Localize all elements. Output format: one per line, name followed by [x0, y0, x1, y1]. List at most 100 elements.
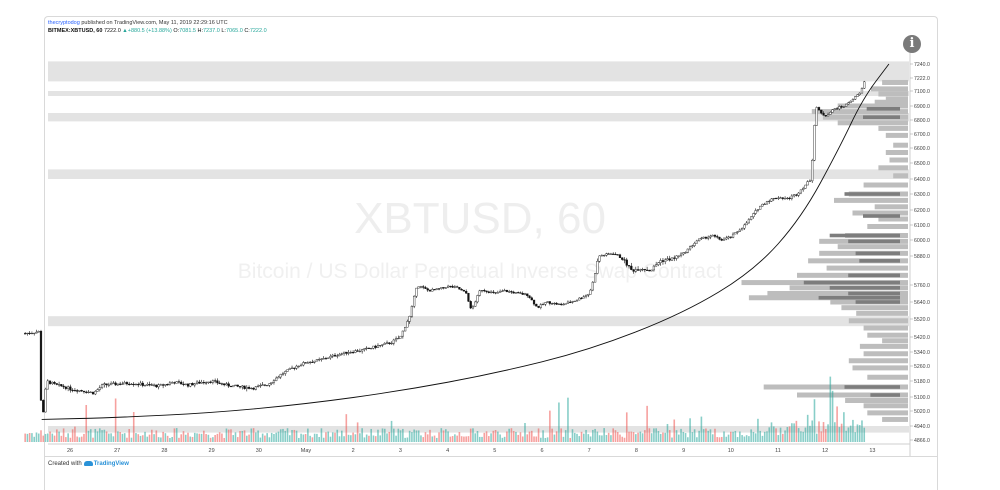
volume-bar: [26, 433, 29, 442]
candle-body: [858, 92, 861, 96]
volume-profile-bar-dark: [863, 214, 900, 218]
volume-bar: [827, 424, 829, 442]
candle-body: [483, 290, 486, 292]
candle-body: [245, 387, 248, 389]
candle-body: [700, 237, 703, 240]
candle-body: [397, 338, 400, 340]
volume-bar: [268, 437, 271, 442]
volume-bar: [135, 433, 137, 442]
volume-bar: [664, 432, 667, 442]
candle-body: [223, 383, 226, 386]
volume-bar: [336, 429, 339, 442]
publish-text: published on TradingView.com, May 11, 20…: [81, 20, 228, 26]
author-link[interactable]: thecryptodog: [48, 20, 80, 26]
volume-bar: [218, 432, 221, 442]
x-tick-label: 4: [446, 448, 449, 454]
volume-bar: [205, 434, 207, 442]
candle-body: [747, 219, 750, 224]
candle-body: [537, 306, 540, 308]
volume-bar: [454, 434, 456, 442]
tradingview-link[interactable]: TradingView: [93, 461, 129, 468]
volume-profile-bar: [811, 109, 908, 115]
volume-bar: [788, 426, 791, 442]
volume-bar: [250, 428, 253, 442]
volume-bar: [777, 435, 780, 442]
open-label: O:: [173, 28, 180, 34]
volume-bar: [33, 436, 36, 442]
candle-body: [26, 332, 29, 334]
volume-bar: [662, 432, 664, 442]
candle-body: [96, 389, 99, 392]
volume-profile-bar-dark: [829, 233, 900, 238]
volume-bar: [571, 429, 574, 442]
volume-bar: [74, 426, 76, 442]
candle-body: [492, 291, 495, 293]
candle-body: [250, 387, 253, 390]
volume-bar: [193, 432, 196, 442]
candle-body: [618, 254, 622, 258]
volume-profile-bar: [837, 120, 908, 126]
candle-body: [446, 285, 450, 288]
volume-bar: [236, 437, 239, 442]
candle-body: [173, 382, 176, 384]
candle-body: [175, 381, 178, 384]
volume-bar: [51, 433, 54, 442]
volume-bar: [80, 436, 83, 442]
candle-body: [856, 94, 859, 97]
candle-body: [67, 386, 70, 389]
volume-bar: [693, 429, 696, 442]
candle-body: [143, 385, 147, 387]
volume-bar: [279, 429, 282, 442]
volume-bar: [555, 431, 558, 442]
candle-body: [591, 281, 594, 291]
candle-body: [177, 381, 181, 383]
volume-bar: [56, 429, 58, 442]
info-icon[interactable]: i: [903, 35, 921, 53]
candle-body: [569, 301, 572, 303]
candle-body: [528, 295, 531, 298]
candle-body: [489, 291, 493, 293]
candle-body: [494, 292, 497, 294]
candle-body: [797, 192, 800, 196]
horizontal-bands: [48, 61, 909, 433]
x-tick-label: 13: [869, 448, 875, 454]
volume-bar: [820, 431, 823, 442]
candle-body: [347, 352, 350, 354]
candle-body: [157, 384, 160, 388]
candle-body: [673, 257, 676, 259]
price-band: [48, 61, 909, 82]
volume-bar: [49, 431, 51, 442]
volume-bar: [311, 437, 314, 442]
volume-bar: [24, 433, 26, 442]
candle-body: [415, 287, 418, 297]
volume-profile-bar: [889, 157, 908, 163]
volume-profile-bar: [856, 310, 908, 316]
volume-profile-bar: [878, 91, 908, 97]
volume-bar: [259, 437, 262, 442]
volume-bar: [316, 433, 318, 442]
candle-body: [331, 354, 334, 357]
volume-bar: [415, 430, 418, 442]
candle-body: [575, 299, 579, 302]
y-tick-label: 6000.0: [914, 238, 930, 244]
candle-body: [340, 353, 343, 355]
candle-body: [232, 385, 235, 388]
candle-body: [621, 257, 624, 260]
volume-profile-bar: [867, 224, 908, 229]
volume-bar: [101, 430, 103, 442]
volume-bar: [171, 437, 173, 442]
candle-body: [716, 236, 719, 238]
x-tick-label: 27: [114, 448, 120, 454]
candle-body: [555, 302, 558, 305]
volume-bar: [861, 420, 863, 442]
volume-bar: [395, 435, 397, 442]
volume-bar: [492, 430, 495, 442]
candle-body: [722, 238, 726, 241]
candle-body: [623, 259, 626, 261]
candle-body: [284, 371, 287, 374]
volume-bar: [458, 432, 461, 442]
volume-profile-bar: [867, 374, 908, 380]
candle-body: [476, 295, 479, 303]
candle-body: [57, 384, 61, 386]
